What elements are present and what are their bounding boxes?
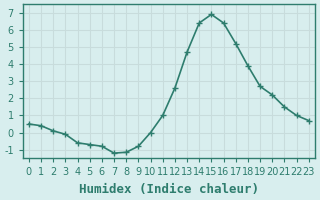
- X-axis label: Humidex (Indice chaleur): Humidex (Indice chaleur): [79, 183, 259, 196]
